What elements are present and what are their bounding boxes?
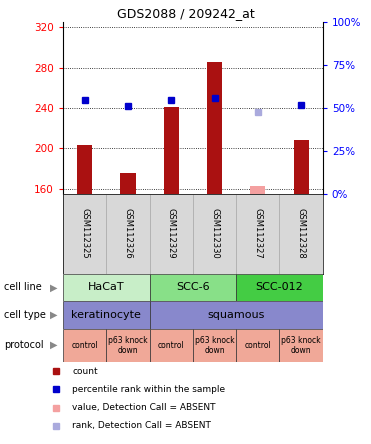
Bar — [150, 194, 193, 274]
Text: protocol: protocol — [4, 340, 43, 350]
Text: control: control — [158, 341, 185, 350]
Bar — [236, 329, 279, 362]
Bar — [193, 329, 236, 362]
Text: ▶: ▶ — [50, 282, 58, 292]
Bar — [250, 186, 265, 194]
Text: SCC-012: SCC-012 — [256, 282, 303, 292]
Text: p63 knock
down: p63 knock down — [108, 336, 148, 355]
Text: GSM112325: GSM112325 — [80, 208, 89, 259]
Bar — [106, 194, 150, 274]
Bar — [121, 174, 135, 194]
Text: GSM112328: GSM112328 — [297, 208, 306, 259]
Bar — [293, 140, 309, 194]
Text: cell type: cell type — [4, 310, 46, 320]
Text: squamous: squamous — [207, 310, 265, 320]
Bar — [164, 107, 179, 194]
Text: GDS2088 / 209242_at: GDS2088 / 209242_at — [116, 7, 255, 20]
Text: value, Detection Call = ABSENT: value, Detection Call = ABSENT — [72, 403, 216, 412]
Bar — [63, 194, 106, 274]
Bar — [77, 145, 92, 194]
Text: percentile rank within the sample: percentile rank within the sample — [72, 385, 226, 394]
Text: GSM112326: GSM112326 — [124, 208, 132, 259]
Bar — [63, 301, 150, 329]
Text: GSM112327: GSM112327 — [253, 208, 262, 259]
Bar — [236, 274, 323, 301]
Text: count: count — [72, 366, 98, 376]
Text: cell line: cell line — [4, 282, 42, 292]
Text: control: control — [244, 341, 271, 350]
Text: keratinocyte: keratinocyte — [71, 310, 141, 320]
Bar — [150, 274, 236, 301]
Bar — [279, 194, 323, 274]
Text: GSM112330: GSM112330 — [210, 208, 219, 259]
Bar — [207, 62, 222, 194]
Text: ▶: ▶ — [50, 340, 58, 350]
Bar — [279, 329, 323, 362]
Bar — [193, 194, 236, 274]
Text: control: control — [71, 341, 98, 350]
Text: SCC-6: SCC-6 — [176, 282, 210, 292]
Text: ▶: ▶ — [50, 310, 58, 320]
Text: p63 knock
down: p63 knock down — [195, 336, 234, 355]
Bar — [150, 329, 193, 362]
Bar — [63, 274, 150, 301]
Text: p63 knock
down: p63 knock down — [281, 336, 321, 355]
Text: HaCaT: HaCaT — [88, 282, 125, 292]
Bar — [63, 329, 106, 362]
Text: rank, Detection Call = ABSENT: rank, Detection Call = ABSENT — [72, 421, 211, 431]
Bar — [236, 194, 279, 274]
Text: GSM112329: GSM112329 — [167, 208, 176, 259]
Bar — [150, 301, 323, 329]
Bar — [106, 329, 150, 362]
